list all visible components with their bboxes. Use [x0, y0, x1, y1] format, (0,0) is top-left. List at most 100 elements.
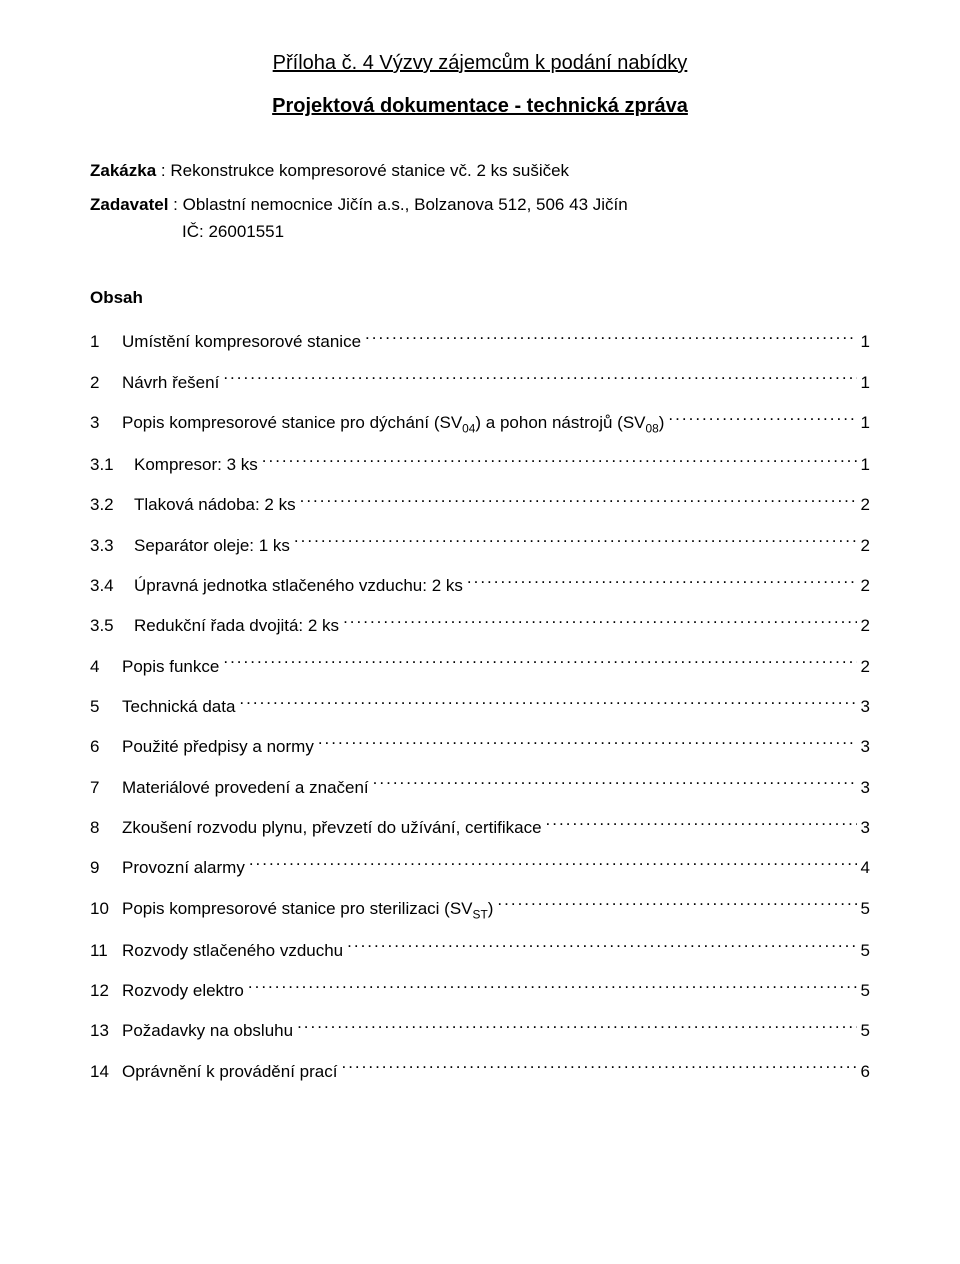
toc-leader — [318, 735, 857, 752]
toc-page: 5 — [861, 938, 870, 964]
toc-page: 2 — [861, 573, 870, 599]
toc-title: Technická data — [122, 694, 235, 720]
toc-number: 7 — [90, 775, 122, 801]
toc-leader — [365, 330, 856, 347]
toc-title: Kompresor: 3 ks — [134, 452, 258, 478]
toc-leader — [497, 897, 856, 914]
toc-leader — [297, 1019, 856, 1036]
toc-page: 5 — [861, 896, 870, 922]
toc-title: Použité předpisy a normy — [122, 734, 314, 760]
client-ic-value: 26001551 — [208, 222, 284, 241]
toc-page: 2 — [861, 492, 870, 518]
toc-title: Popis kompresorové stanice pro dýchání (… — [122, 410, 664, 438]
toc-page: 3 — [861, 694, 870, 720]
toc-row: 2Návrh řešení 1 — [90, 370, 870, 396]
toc-page: 2 — [861, 533, 870, 559]
order-block: Zakázka : Rekonstrukce kompresorové stan… — [90, 158, 870, 184]
toc-title: Separátor oleje: 1 ks — [134, 533, 290, 559]
toc-title: Provozní alarmy — [122, 855, 245, 881]
toc-leader — [248, 979, 857, 996]
toc-leader — [300, 493, 857, 510]
toc-row: 8Zkoušení rozvodu plynu, převzetí do uží… — [90, 815, 870, 841]
order-sep: : — [156, 161, 170, 180]
toc-row: 1Umístění kompresorové stanice1 — [90, 329, 870, 355]
toc-leader — [343, 614, 856, 631]
toc-number: 3 — [90, 410, 122, 436]
toc-number: 3.3 — [90, 533, 134, 559]
toc-row: 5Technická data 3 — [90, 694, 870, 720]
toc-page: 4 — [861, 855, 870, 881]
toc-row: 3.1Kompresor: 3 ks 1 — [90, 452, 870, 478]
toc-leader — [341, 1060, 856, 1077]
toc-subscript: 04 — [462, 421, 475, 435]
toc-title: Požadavky na obsluhu — [122, 1018, 293, 1044]
toc-number: 13 — [90, 1018, 122, 1044]
toc-number: 1 — [90, 329, 122, 355]
toc-page: 6 — [861, 1059, 870, 1085]
toc-leader — [347, 939, 856, 956]
toc-title: Zkoušení rozvodu plynu, převzetí do užív… — [122, 815, 542, 841]
toc-title: Návrh řešení — [122, 370, 219, 396]
toc-subscript: ST — [473, 907, 488, 921]
toc-leader — [546, 816, 857, 833]
toc-leader — [467, 574, 857, 591]
table-of-contents: 1Umístění kompresorové stanice12Návrh ře… — [90, 329, 870, 1085]
toc-row: 4Popis funkce 2 — [90, 654, 870, 680]
toc-number: 3.5 — [90, 613, 134, 639]
toc-page: 1 — [861, 370, 870, 396]
toc-subscript: 08 — [646, 421, 659, 435]
toc-page: 1 — [861, 410, 870, 436]
toc-title: Oprávnění k provádění prací — [122, 1059, 337, 1085]
toc-number: 4 — [90, 654, 122, 680]
toc-page: 2 — [861, 654, 870, 680]
contents-heading: Obsah — [90, 285, 870, 311]
toc-page: 3 — [861, 775, 870, 801]
toc-number: 2 — [90, 370, 122, 396]
toc-number: 11 — [90, 938, 122, 964]
toc-page: 5 — [861, 978, 870, 1004]
toc-row: 13Požadavky na obsluhu 5 — [90, 1018, 870, 1044]
toc-title: Umístění kompresorové stanice — [122, 329, 361, 355]
toc-title: Popis funkce — [122, 654, 219, 680]
toc-page: 1 — [861, 329, 870, 355]
toc-number: 8 — [90, 815, 122, 841]
toc-row: 3Popis kompresorové stanice pro dýchání … — [90, 410, 870, 438]
toc-row: 10Popis kompresorové stanice pro sterili… — [90, 896, 870, 924]
toc-leader — [239, 695, 856, 712]
toc-number: 5 — [90, 694, 122, 720]
toc-row: 12Rozvody elektro 5 — [90, 978, 870, 1004]
toc-title: Rozvody elektro — [122, 978, 244, 1004]
toc-row: 6Použité předpisy a normy 3 — [90, 734, 870, 760]
toc-row: 7Materiálové provedení a značení 3 — [90, 775, 870, 801]
toc-number: 6 — [90, 734, 122, 760]
client-line-1: Oblastní nemocnice Jičín a.s., Bolzanova… — [183, 195, 628, 214]
order-text: Rekonstrukce kompresorové stanice vč. 2 … — [170, 161, 569, 180]
toc-page: 5 — [861, 1018, 870, 1044]
toc-leader — [249, 856, 857, 873]
toc-page: 1 — [861, 452, 870, 478]
toc-leader — [223, 655, 856, 672]
toc-number: 14 — [90, 1059, 122, 1085]
toc-row: 11Rozvody stlačeného vzduchu5 — [90, 938, 870, 964]
toc-title: Materiálové provedení a značení — [122, 775, 369, 801]
toc-title: Redukční řada dvojitá: 2 ks — [134, 613, 339, 639]
toc-leader — [262, 453, 857, 470]
toc-number: 3.4 — [90, 573, 134, 599]
toc-title: Tlaková nádoba: 2 ks — [134, 492, 296, 518]
toc-number: 12 — [90, 978, 122, 1004]
title-line-2: Projektová dokumentace - technická zpráv… — [90, 91, 870, 122]
toc-leader — [668, 411, 856, 428]
client-sep: : — [168, 195, 182, 214]
order-label: Zakázka — [90, 161, 156, 180]
toc-page: 3 — [861, 734, 870, 760]
toc-number: 3.2 — [90, 492, 134, 518]
toc-title: Popis kompresorové stanice pro steriliza… — [122, 896, 493, 924]
toc-number: 10 — [90, 896, 122, 922]
toc-page: 3 — [861, 815, 870, 841]
toc-row: 3.4Úpravná jednotka stlačeného vzduchu: … — [90, 573, 870, 599]
toc-row: 3.3Separátor oleje: 1 ks 2 — [90, 533, 870, 559]
toc-number: 3.1 — [90, 452, 134, 478]
toc-row: 3.5Redukční řada dvojitá: 2 ks2 — [90, 613, 870, 639]
toc-row: 14Oprávnění k provádění prací 6 — [90, 1059, 870, 1085]
client-ic-label: IČ: — [182, 222, 208, 241]
